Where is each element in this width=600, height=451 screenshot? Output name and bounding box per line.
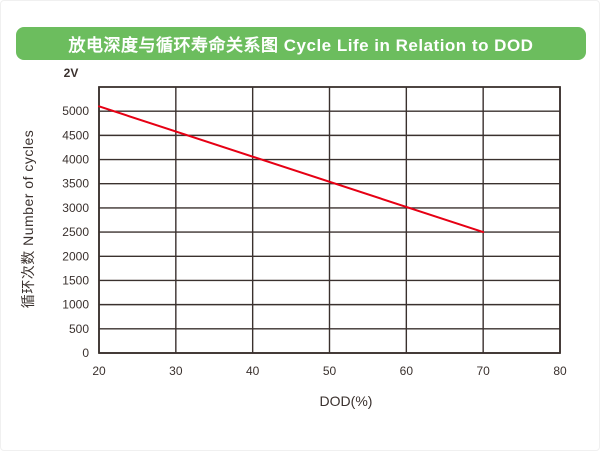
chart-title-banner: 放电深度与循环寿命关系图 Cycle Life in Relation to D… <box>16 27 586 60</box>
gridlines <box>98 87 561 354</box>
voltage-annotation: 2V <box>63 66 79 80</box>
y-tick-label: 3500 <box>62 177 89 191</box>
x-tick-label: 30 <box>169 364 183 378</box>
y-tick-label: 3000 <box>62 201 89 215</box>
y-tick-label: 500 <box>69 322 89 336</box>
x-tick-label: 20 <box>92 364 106 378</box>
y-tick-label: 1000 <box>62 298 89 312</box>
chart-title: 放电深度与循环寿命关系图 Cycle Life in Relation to D… <box>68 36 534 55</box>
y-tick-label: 4000 <box>62 153 89 167</box>
y-tick-label: 1500 <box>62 273 89 287</box>
y-tick-label: 2000 <box>62 249 89 263</box>
x-tick-label: 80 <box>553 364 567 378</box>
series-line-cycle-life-vs-dod <box>98 105 485 234</box>
x-axis-title: DOD(%) <box>319 393 373 409</box>
x-tick-label: 60 <box>400 364 414 378</box>
plot-border <box>98 86 561 354</box>
x-tick-label: 40 <box>246 364 260 378</box>
y-tick-label: 4500 <box>62 128 89 142</box>
x-tick-labels: 20 30 40 50 60 70 80 <box>92 364 567 378</box>
x-tick-label: 50 <box>323 364 337 378</box>
y-tick-label: 2500 <box>62 225 89 239</box>
y-tick-labels: 0 500 1000 1500 2000 2500 3000 3500 4000 4500 5000 <box>62 104 89 360</box>
y-tick-label: 5000 <box>62 104 89 118</box>
y-tick-label: 0 <box>82 346 89 360</box>
x-tick-label: 70 <box>476 364 490 378</box>
